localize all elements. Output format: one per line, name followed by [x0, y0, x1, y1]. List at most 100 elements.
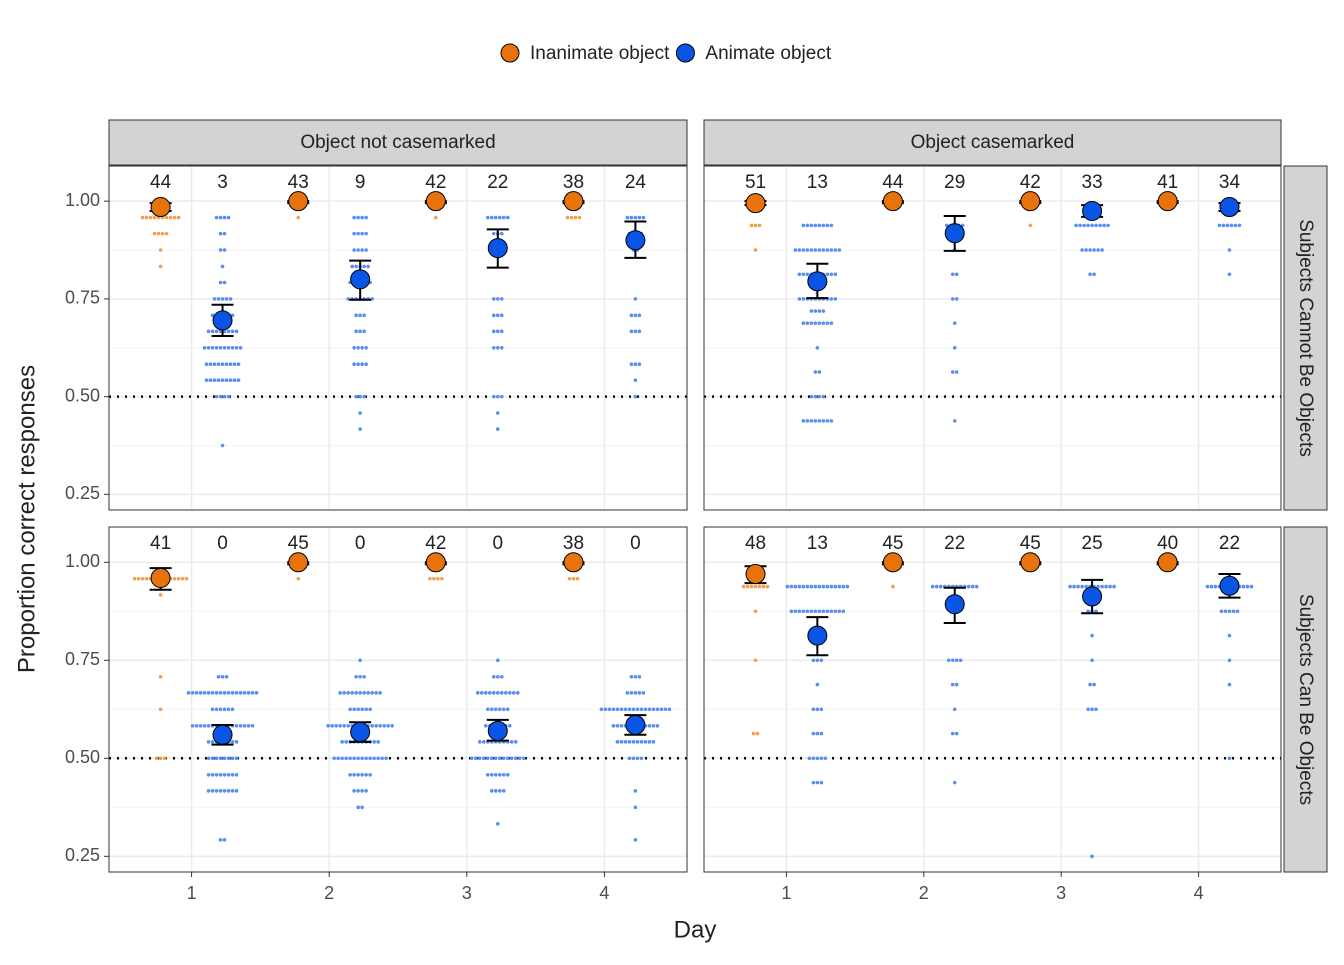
mean-point	[212, 724, 233, 745]
dot	[356, 345, 360, 350]
dot	[218, 248, 223, 252]
dot	[364, 789, 368, 793]
dot	[655, 723, 660, 728]
dot	[1217, 223, 1222, 228]
dot	[362, 691, 366, 695]
mean-point	[1020, 191, 1041, 212]
dot	[346, 297, 350, 301]
strip-label: Object not casemarked	[300, 132, 495, 153]
dot	[952, 780, 957, 785]
dot	[797, 297, 802, 301]
dot	[348, 756, 352, 761]
dot	[817, 394, 822, 399]
dot	[360, 756, 364, 761]
dot	[344, 740, 348, 744]
dot	[821, 394, 826, 399]
dot	[505, 772, 510, 777]
dot	[230, 345, 235, 350]
dot	[809, 248, 814, 252]
dot	[214, 756, 219, 761]
dot	[825, 272, 830, 277]
dot	[495, 313, 500, 318]
dot	[234, 756, 239, 761]
dot	[226, 215, 231, 220]
dot	[501, 215, 506, 220]
dot	[350, 264, 354, 269]
dot	[952, 345, 957, 350]
count-label: 45	[288, 533, 309, 554]
dot	[491, 674, 496, 679]
dot	[633, 215, 638, 220]
panel-border	[108, 526, 688, 873]
dot	[485, 756, 490, 761]
mean-point	[1157, 191, 1178, 212]
dot	[232, 362, 237, 366]
count-label: 51	[745, 172, 766, 193]
dot	[356, 231, 360, 236]
dot	[158, 593, 163, 597]
dot	[364, 707, 368, 712]
dot	[238, 723, 243, 728]
dot	[497, 772, 502, 777]
dot	[950, 272, 955, 277]
dot	[954, 272, 959, 277]
panel: 0.25 0.50 0.75 1.00 44 43 42 38 3 9 22 24	[65, 165, 688, 511]
dot	[364, 248, 368, 252]
dot	[1237, 223, 1242, 228]
dot	[815, 707, 820, 712]
dot	[1090, 633, 1094, 638]
dot	[489, 789, 494, 793]
dot	[356, 789, 360, 793]
dot	[469, 756, 474, 761]
dot	[489, 772, 494, 777]
x-tick-label: 2	[919, 883, 929, 903]
dot	[210, 329, 215, 334]
dot	[1108, 584, 1112, 589]
dot	[825, 248, 830, 252]
count-label: 0	[492, 533, 503, 554]
dot	[212, 297, 217, 301]
dot	[352, 707, 356, 712]
dot	[954, 682, 959, 687]
dot	[809, 309, 814, 313]
dot	[603, 707, 608, 712]
dot	[817, 584, 822, 589]
dot	[637, 215, 642, 220]
count-label: 45	[1020, 533, 1041, 554]
count-label: 29	[944, 172, 965, 193]
dot	[434, 215, 438, 220]
dot	[815, 780, 820, 785]
dot	[633, 691, 638, 695]
dot	[210, 691, 215, 695]
dot	[230, 329, 235, 334]
dot	[220, 264, 225, 269]
dot	[499, 394, 504, 399]
dot	[202, 723, 207, 728]
dot	[813, 321, 818, 325]
dot	[214, 691, 219, 695]
dot	[350, 691, 354, 695]
dot	[637, 362, 642, 366]
dot	[1080, 248, 1084, 252]
dot	[356, 805, 360, 810]
mean-point	[745, 193, 766, 214]
dot	[819, 780, 824, 785]
dot	[1092, 272, 1096, 277]
dot	[242, 691, 247, 695]
x-axis-title: Day	[674, 916, 717, 943]
dot	[655, 707, 660, 712]
dot	[829, 248, 834, 252]
dot	[499, 231, 504, 236]
dot	[370, 691, 374, 695]
dot	[358, 658, 362, 663]
count-label: 45	[882, 533, 903, 554]
dot	[599, 707, 604, 712]
dot	[210, 756, 215, 761]
dot	[344, 756, 348, 761]
dot	[222, 756, 227, 761]
dot	[360, 789, 364, 793]
dot	[1096, 584, 1100, 589]
dot	[745, 584, 750, 589]
dot	[1104, 584, 1108, 589]
